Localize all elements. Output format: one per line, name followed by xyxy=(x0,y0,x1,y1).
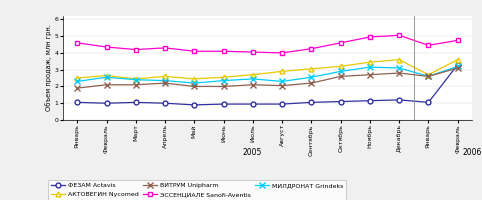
ФЕЗАМ Actavis xyxy=(279,103,285,105)
ЭССЕНЦИАЛЕ Sanofi-Aventis xyxy=(250,51,256,53)
Legend: ФЕЗАМ Actavis, АКТОВЕГИН Nycomed, ВИТРУМ Unipharm, ЭССЕНЦИАЛЕ Sanofi-Aventis, МИ: ФЕЗАМ Actavis, АКТОВЕГИН Nycomed, ВИТРУМ… xyxy=(48,180,346,200)
ЭССЕНЦИАЛЕ Sanofi-Aventis xyxy=(162,47,168,49)
АКТОВЕГИН Nycomed xyxy=(250,74,256,76)
МИЛДРОНАТ Grindeks xyxy=(250,78,256,80)
ВИТРУМ Unipharm xyxy=(162,82,168,84)
ФЕЗАМ Actavis xyxy=(104,102,109,104)
ВИТРУМ Unipharm xyxy=(74,87,80,89)
МИЛДРОНАТ Grindeks xyxy=(221,79,227,82)
МИЛДРОНАТ Grindeks xyxy=(74,80,80,83)
ВИТРУМ Unipharm xyxy=(338,75,344,78)
АКТОВЕГИН Nycomed xyxy=(396,58,402,61)
ЭССЕНЦИАЛЕ Sanofi-Aventis xyxy=(396,34,402,36)
АКТОВЕГИН Nycomed xyxy=(104,74,109,77)
ВИТРУМ Unipharm xyxy=(308,82,314,84)
АКТОВЕГИН Nycomed xyxy=(308,68,314,70)
МИЛДРОНАТ Grindeks xyxy=(367,66,373,68)
ФЕЗАМ Actavis xyxy=(338,100,344,103)
МИЛДРОНАТ Grindeks xyxy=(104,76,109,78)
ФЕЗАМ Actavis xyxy=(191,104,197,106)
ЭССЕНЦИАЛЕ Sanofi-Aventis xyxy=(338,42,344,44)
ВИТРУМ Unipharm xyxy=(279,84,285,87)
АКТОВЕГИН Nycomed xyxy=(455,58,461,61)
ЭССЕНЦИАЛЕ Sanofi-Aventis xyxy=(279,52,285,54)
АКТОВЕГИН Nycomed xyxy=(221,76,227,78)
Text: 2005: 2005 xyxy=(242,148,261,157)
ЭССЕНЦИАЛЕ Sanofi-Aventis xyxy=(74,42,80,44)
АКТОВЕГИН Nycomed xyxy=(338,65,344,68)
ФЕЗАМ Actavis xyxy=(162,102,168,104)
ВИТРУМ Unipharm xyxy=(104,84,109,86)
Line: ФЕЗАМ Actavis: ФЕЗАМ Actavis xyxy=(75,62,460,107)
МИЛДРОНАТ Grindeks xyxy=(279,80,285,83)
ВИТРУМ Unipharm xyxy=(221,85,227,88)
ВИТРУМ Unipharm xyxy=(133,84,139,86)
ФЕЗАМ Actavis xyxy=(455,63,461,66)
Line: ЭССЕНЦИАЛЕ Sanofi-Aventis: ЭССЕНЦИАЛЕ Sanofi-Aventis xyxy=(75,33,460,55)
МИЛДРОНАТ Grindeks xyxy=(426,75,431,78)
ЭССЕНЦИАЛЕ Sanofi-Aventis xyxy=(367,36,373,38)
МИЛДРОНАТ Grindeks xyxy=(133,79,139,81)
ФЕЗАМ Actavis xyxy=(250,103,256,105)
ЭССЕНЦИАЛЕ Sanofi-Aventis xyxy=(426,44,431,47)
АКТОВЕГИН Nycomed xyxy=(367,61,373,63)
ВИТРУМ Unipharm xyxy=(367,74,373,76)
ЭССЕНЦИАЛЕ Sanofi-Aventis xyxy=(104,46,109,48)
АКТОВЕГИН Nycomed xyxy=(191,78,197,80)
ЭССЕНЦИАЛЕ Sanofi-Aventis xyxy=(191,50,197,52)
МИЛДРОНАТ Grindeks xyxy=(455,65,461,68)
ЭССЕНЦИАЛЕ Sanofi-Aventis xyxy=(133,48,139,51)
ВИТРУМ Unipharm xyxy=(455,67,461,69)
МИЛДРОНАТ Grindeks xyxy=(308,76,314,78)
АКТОВЕГИН Nycomed xyxy=(426,74,431,76)
ФЕЗАМ Actavis xyxy=(74,101,80,104)
МИЛДРОНАТ Grindeks xyxy=(396,67,402,69)
ФЕЗАМ Actavis xyxy=(367,100,373,102)
ВИТРУМ Unipharm xyxy=(426,75,431,78)
Line: АКТОВЕГИН Nycomed: АКТОВЕГИН Nycomed xyxy=(75,57,460,81)
ФЕЗАМ Actavis xyxy=(133,101,139,104)
Line: ВИТРУМ Unipharm: ВИТРУМ Unipharm xyxy=(75,65,460,91)
МИЛДРОНАТ Grindeks xyxy=(191,82,197,84)
ВИТРУМ Unipharm xyxy=(396,72,402,74)
Y-axis label: Объем продаж, млн грн.: Объем продаж, млн грн. xyxy=(45,25,52,111)
ВИТРУМ Unipharm xyxy=(191,85,197,88)
МИЛДРОНАТ Grindeks xyxy=(162,79,168,82)
АКТОВЕГИН Nycomed xyxy=(279,70,285,73)
ФЕЗАМ Actavis xyxy=(426,101,431,104)
ФЕЗАМ Actavis xyxy=(221,103,227,105)
Line: МИЛДРОНАТ Grindeks: МИЛДРОНАТ Grindeks xyxy=(75,64,460,86)
ВИТРУМ Unipharm xyxy=(250,84,256,86)
АКТОВЕГИН Nycomed xyxy=(162,75,168,78)
МИЛДРОНАТ Grindeks xyxy=(338,70,344,73)
Text: 2006: 2006 xyxy=(463,148,482,157)
ЭССЕНЦИАЛЕ Sanofi-Aventis xyxy=(221,50,227,52)
ФЕЗАМ Actavis xyxy=(396,99,402,101)
АКТОВЕГИН Nycomed xyxy=(133,78,139,80)
ЭССЕНЦИАЛЕ Sanofi-Aventis xyxy=(308,48,314,50)
ФЕЗАМ Actavis xyxy=(308,101,314,104)
ЭССЕНЦИАЛЕ Sanofi-Aventis xyxy=(455,39,461,42)
АКТОВЕГИН Nycomed xyxy=(74,77,80,79)
